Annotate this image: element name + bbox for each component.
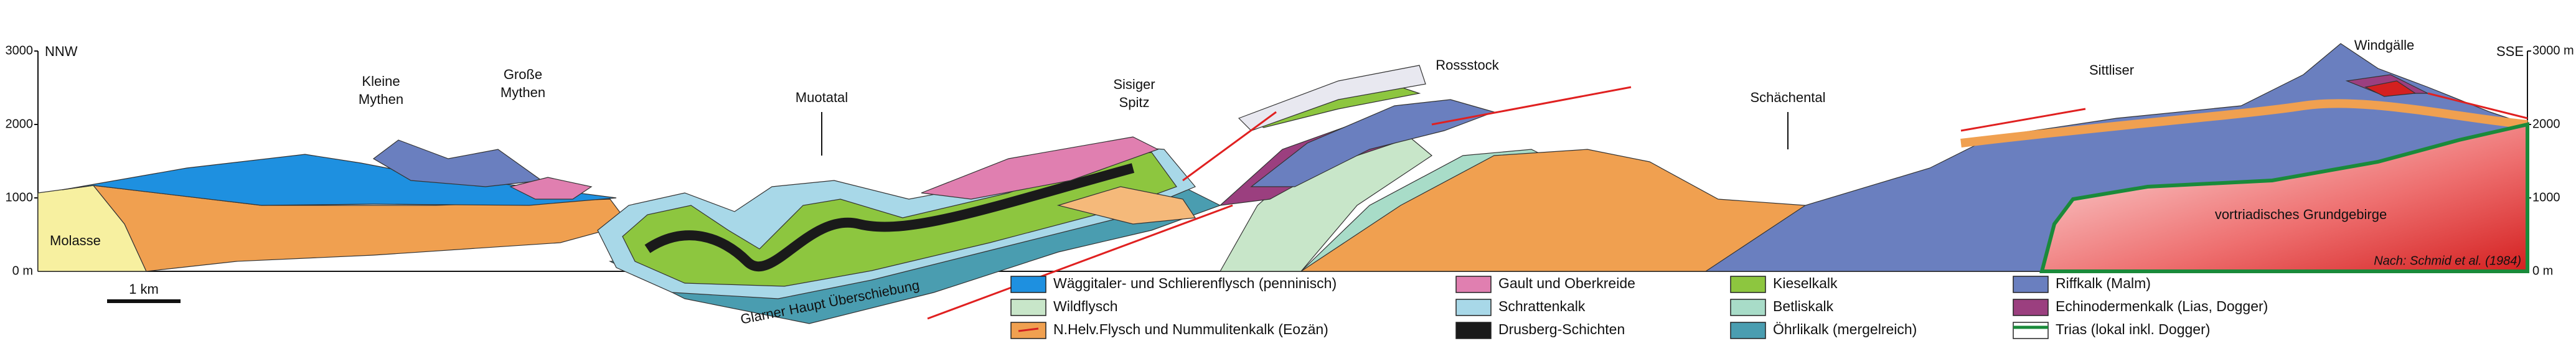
y-tick-label: 3000 (6, 44, 34, 57)
legend-label: Riffkalk (Malm) (2056, 275, 2151, 291)
y-tick-label: 0 m (2532, 264, 2553, 278)
legend-label: Wildflysch (1053, 298, 1118, 314)
direction-label: SSE (2496, 44, 2524, 59)
place-label: Sittliser (2089, 62, 2134, 78)
y-tick-label: 1000 (6, 190, 34, 204)
legend-label: Drusberg-Schichten (1498, 321, 1625, 337)
unit-label: Molasse (50, 233, 101, 248)
place-label: Kleine (362, 73, 400, 89)
place-label: Muotatal (796, 90, 848, 105)
place-label: Rossstock (1436, 57, 1499, 73)
direction-label: NNW (45, 44, 78, 59)
legend-label: N.Helv.Flysch und Nummulitenkalk (Eozän) (1053, 321, 1328, 337)
y-tick-label: 1000 (2532, 190, 2560, 204)
fault-lines (927, 86, 2528, 320)
legend-label: Kieselkalk (1773, 275, 1838, 291)
place-label: Mythen (501, 85, 545, 100)
place-label: Spitz (1119, 95, 1150, 110)
legend-label: Gault und Oberkreide (1498, 275, 1635, 291)
legend (1010, 276, 2049, 339)
legend-label: Schrattenkalk (1498, 298, 1586, 314)
place-label: Windgälle (2354, 37, 2415, 53)
y-tick-label: 2000 (6, 117, 34, 131)
y-tick-label: 3000 m (2532, 44, 2574, 57)
legend-label: Öhrlikalk (mergelreich) (1773, 321, 1917, 337)
place-label: Mythen (359, 91, 403, 107)
credit: Nach: Schmid et al. (1984) (2374, 254, 2521, 268)
scale-label: 1 km (129, 281, 159, 297)
legend-label: Betliskalk (1773, 298, 1834, 314)
y-tick-label: 2000 (2532, 117, 2560, 131)
legend-label: Wäggitaler- und Schlierenflysch (pennini… (1053, 275, 1337, 291)
place-label: Schächental (1750, 90, 1825, 105)
unit-label: vortriadisches Grundgebirge (2215, 207, 2387, 222)
place-label: Sisiger (1113, 77, 1155, 92)
legend-label: Trias (lokal inkl. Dogger) (2056, 321, 2210, 337)
y-tick-label: 0 m (12, 264, 33, 278)
place-label: Große (504, 67, 542, 82)
legend-label: Echinodermenkalk (Lias, Dogger) (2056, 298, 2268, 314)
geology (37, 43, 2529, 324)
